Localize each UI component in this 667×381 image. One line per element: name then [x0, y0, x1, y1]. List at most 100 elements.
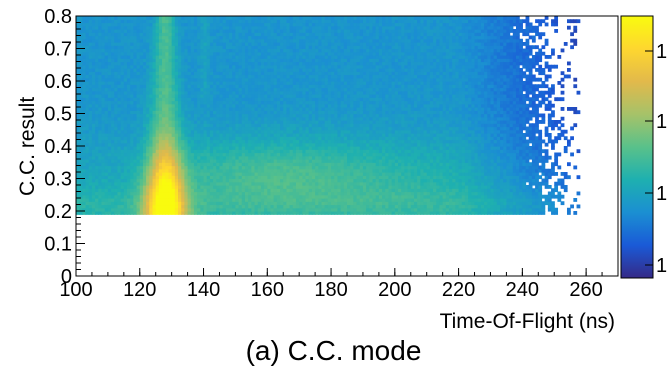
heatmap-cell	[308, 22, 313, 27]
heatmap-cell	[111, 211, 115, 215]
heatmap-cell	[91, 74, 96, 79]
heatmap-cell	[295, 35, 300, 40]
heatmap-cell	[267, 152, 272, 157]
heatmap-cell	[101, 97, 106, 102]
heatmap-cell	[181, 133, 185, 137]
heatmap-cell	[104, 22, 109, 27]
heatmap-cell	[181, 48, 185, 53]
heatmap-cell	[276, 25, 281, 30]
heatmap-cell	[146, 129, 150, 134]
heatmap-cell	[286, 61, 291, 66]
heatmap-cell	[334, 168, 339, 173]
heatmap-cell	[155, 55, 160, 59]
heatmap-cell	[254, 120, 259, 124]
heatmap-cell	[276, 155, 281, 160]
heatmap-cell	[88, 42, 93, 46]
heatmap-cell	[318, 136, 323, 141]
heatmap-cell	[200, 149, 205, 154]
heatmap-cell	[225, 198, 230, 202]
heatmap-cell	[181, 22, 185, 27]
heatmap-cell	[308, 113, 313, 118]
heatmap-cell	[149, 204, 154, 209]
heatmap-cell	[174, 175, 179, 180]
heatmap-cell	[203, 181, 208, 186]
heatmap-cell	[251, 113, 256, 118]
heatmap-cell	[318, 149, 323, 154]
heatmap-cell	[308, 168, 313, 173]
heatmap-cell	[171, 29, 176, 33]
heatmap-cell	[123, 51, 128, 56]
heatmap-cell	[111, 45, 115, 50]
heatmap-cell	[107, 198, 112, 202]
heatmap-cell	[88, 74, 93, 79]
heatmap-cell	[324, 35, 329, 40]
heatmap-cell	[280, 87, 284, 92]
heatmap-cell	[251, 110, 256, 115]
heatmap-cell	[193, 35, 198, 40]
heatmap-cell	[311, 64, 316, 69]
heatmap-cell	[193, 149, 198, 154]
heatmap-cell	[331, 35, 335, 40]
heatmap-cell	[127, 168, 131, 173]
heatmap-cell	[76, 175, 80, 180]
heatmap-cell	[197, 126, 201, 131]
heatmap-cell	[334, 178, 339, 183]
heatmap-cell	[286, 178, 291, 183]
heatmap-cell	[219, 211, 224, 215]
heatmap-cell	[117, 198, 122, 202]
heatmap-cell	[238, 123, 243, 128]
heatmap-cell	[311, 22, 316, 27]
heatmap-cell	[165, 162, 170, 167]
heatmap-cell	[238, 201, 243, 206]
heatmap-cell	[248, 129, 252, 134]
heatmap-cell	[162, 172, 166, 176]
heatmap-cell	[88, 142, 93, 147]
heatmap-cell	[174, 42, 179, 46]
heatmap-cell	[171, 191, 176, 196]
heatmap-cell	[120, 191, 125, 196]
heatmap-cell	[327, 116, 332, 121]
heatmap-cell	[308, 152, 313, 157]
heatmap-cell	[101, 74, 106, 79]
heatmap-cell	[219, 142, 224, 147]
heatmap-cell	[136, 204, 141, 209]
heatmap-cell	[299, 198, 303, 202]
heatmap-cell	[222, 139, 227, 144]
heatmap-cell	[331, 162, 335, 167]
heatmap-cell	[88, 22, 93, 27]
heatmap-cell	[178, 35, 182, 40]
heatmap-cell	[149, 64, 154, 69]
heatmap-cell	[76, 29, 80, 33]
heatmap-cell	[273, 110, 278, 115]
heatmap-cell	[82, 172, 87, 176]
heatmap-cell	[200, 211, 205, 215]
heatmap-cell	[98, 71, 103, 76]
heatmap-cell	[91, 207, 96, 212]
heatmap-cell	[219, 32, 224, 37]
heatmap-cell	[283, 81, 288, 85]
heatmap-cell	[213, 181, 217, 186]
heatmap-cell	[200, 16, 205, 20]
heatmap-cell	[241, 61, 246, 66]
heatmap-cell	[95, 181, 99, 186]
heatmap-cell	[162, 139, 166, 144]
heatmap-cell	[111, 185, 115, 189]
heatmap-cell	[241, 48, 246, 53]
heatmap-cell	[123, 29, 128, 33]
heatmap-cell	[107, 120, 112, 124]
heatmap-cell	[209, 207, 214, 212]
heatmap-cell	[181, 123, 185, 128]
heatmap-cell	[136, 194, 141, 199]
heatmap-cell	[152, 16, 157, 20]
heatmap-cell	[254, 146, 259, 150]
heatmap-cell	[244, 139, 249, 144]
heatmap-cell	[206, 142, 211, 147]
heatmap-cell	[260, 142, 265, 147]
heatmap-cell	[158, 198, 163, 202]
heatmap-cell	[162, 136, 166, 141]
heatmap-cell	[283, 146, 288, 150]
heatmap-cell	[85, 178, 90, 183]
heatmap-cell	[139, 42, 144, 46]
heatmap-cell	[158, 129, 163, 134]
heatmap-cell	[79, 100, 83, 105]
